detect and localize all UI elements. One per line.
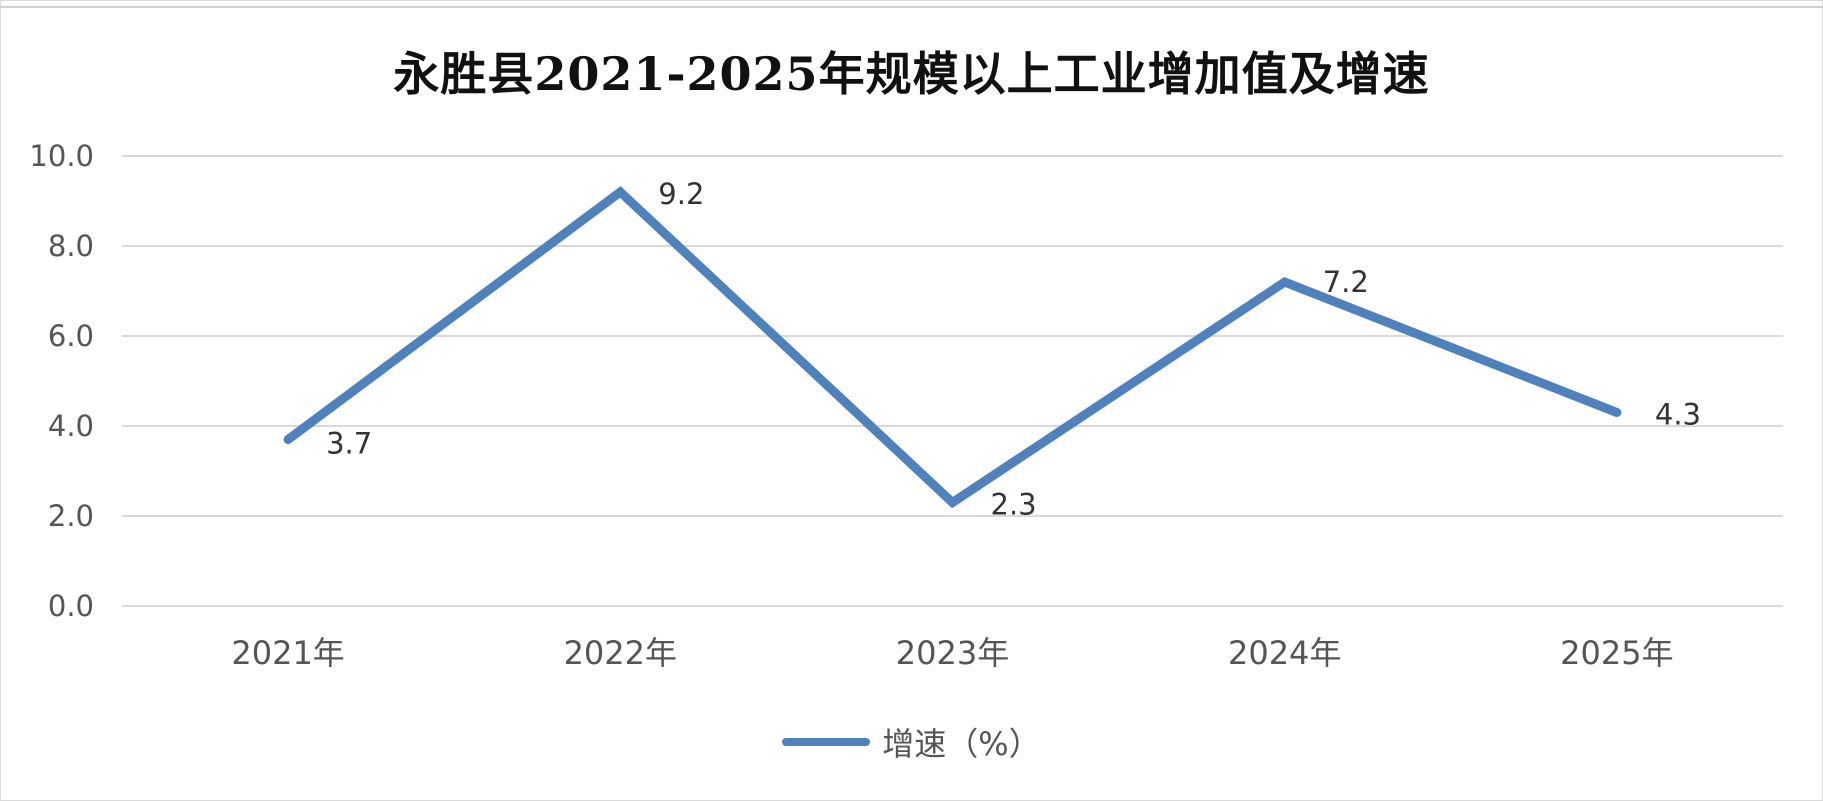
chart-title: 永胜县2021-2025年规模以上工业增加值及增速: [393, 47, 1430, 101]
y-tick-label: 10.0: [29, 139, 94, 173]
y-tick-label: 8.0: [48, 229, 94, 263]
data-label: 2.3: [991, 488, 1037, 522]
legend: 增速（%）: [0, 720, 1823, 764]
legend-series-line: [782, 738, 871, 746]
y-tick-label: 4.0: [48, 409, 94, 443]
x-tick-label: 2022年: [564, 634, 677, 672]
x-tick-label: 2024年: [1228, 634, 1341, 672]
data-label: 9.2: [658, 177, 704, 211]
y-tick-label: 2.0: [48, 499, 94, 533]
top-divider: [0, 6, 1823, 8]
x-tick-label: 2025年: [1560, 634, 1673, 672]
data-label: 3.7: [326, 427, 372, 461]
legend-series-label: 增速（%）: [882, 725, 1041, 763]
y-tick-label: 6.0: [48, 319, 94, 353]
data-label: 4.3: [1655, 398, 1701, 432]
data-label: 7.2: [1323, 265, 1369, 299]
x-tick-label: 2023年: [896, 634, 1009, 672]
series-line: [283, 186, 1622, 509]
y-tick-label: 0.0: [48, 589, 94, 623]
x-tick-label: 2021年: [231, 634, 344, 672]
